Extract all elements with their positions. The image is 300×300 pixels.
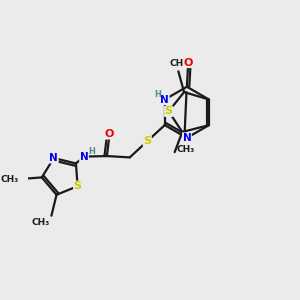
Text: S: S xyxy=(165,106,173,116)
Text: S: S xyxy=(143,136,151,146)
Text: H: H xyxy=(88,147,95,156)
Text: CH₃: CH₃ xyxy=(176,145,194,154)
Text: N: N xyxy=(160,94,169,104)
Text: H: H xyxy=(154,90,160,99)
Text: O: O xyxy=(105,129,114,139)
Text: N: N xyxy=(50,153,58,163)
Text: N: N xyxy=(80,152,88,162)
Text: CH₃: CH₃ xyxy=(169,59,188,68)
Text: CH₃: CH₃ xyxy=(1,175,19,184)
Text: N: N xyxy=(182,133,191,143)
Text: S: S xyxy=(74,181,82,191)
Text: CH₃: CH₃ xyxy=(32,218,50,227)
Text: O: O xyxy=(184,58,193,68)
